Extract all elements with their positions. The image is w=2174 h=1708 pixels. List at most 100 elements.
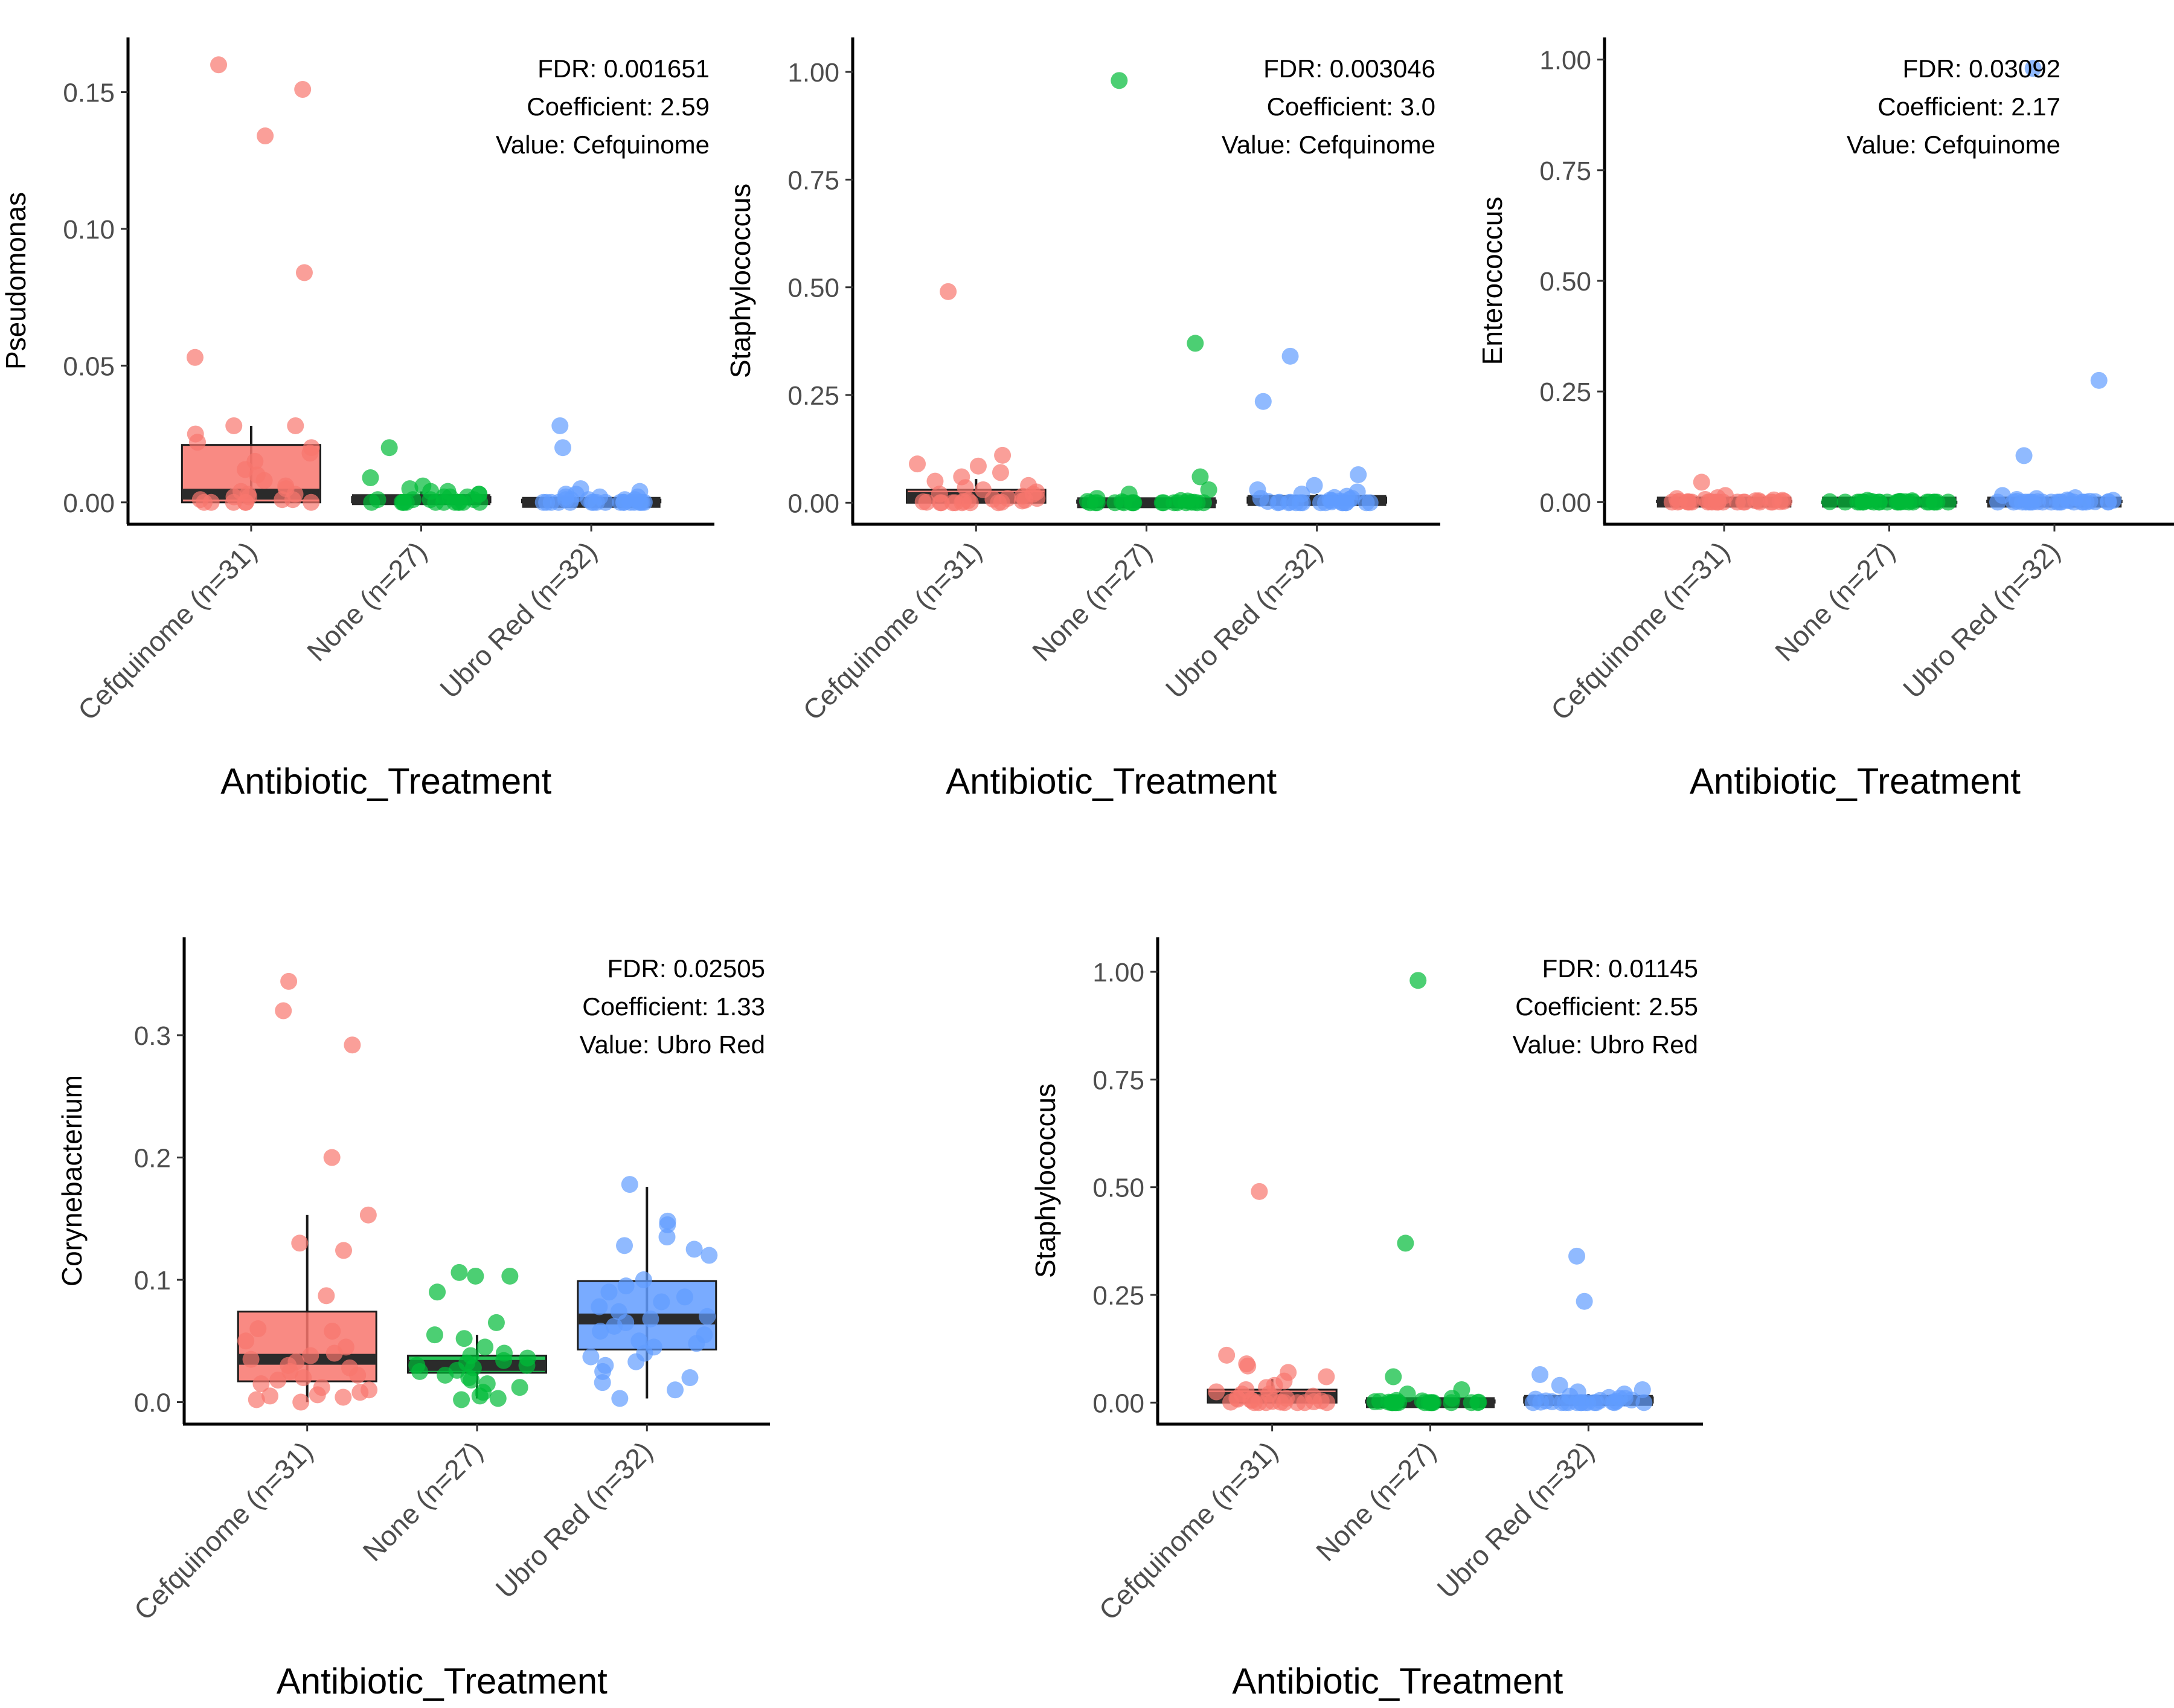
- data-point: [635, 1271, 652, 1289]
- y-tick-label: 1.00: [1092, 958, 1144, 987]
- data-point: [685, 1241, 703, 1258]
- data-point: [562, 493, 579, 511]
- data-point: [2053, 493, 2070, 511]
- data-point: [659, 1216, 676, 1233]
- data-point: [597, 493, 614, 511]
- data-point: [591, 1298, 608, 1315]
- data-point: [1710, 493, 1727, 511]
- data-point: [1276, 1394, 1294, 1411]
- data-point: [667, 1381, 684, 1399]
- annotation-line: Coefficient: 1.33: [582, 992, 765, 1021]
- data-point: [969, 457, 987, 475]
- data-point: [255, 472, 273, 489]
- x-axis-title: Antibiotic_Treatment: [1232, 1661, 1563, 1701]
- data-point: [351, 1384, 369, 1401]
- data-point: [325, 1344, 343, 1362]
- data-point: [335, 1389, 352, 1406]
- data-point: [303, 493, 320, 511]
- data-point: [275, 1002, 292, 1019]
- data-point: [1239, 1357, 1257, 1375]
- data-point: [210, 56, 228, 74]
- y-tick-label: 0.00: [1092, 1389, 1144, 1418]
- annotation-line: Value: Cefquinome: [1222, 130, 1435, 159]
- x-axis-title: Antibiotic_Treatment: [277, 1661, 608, 1701]
- data-point: [188, 434, 206, 451]
- data-point: [1254, 393, 1272, 410]
- data-point: [186, 348, 204, 366]
- annotation-line: Coefficient: 3.0: [1267, 92, 1435, 121]
- data-point: [1337, 494, 1355, 512]
- data-point: [932, 494, 949, 512]
- annotation-line: FDR: 0.02505: [608, 954, 765, 983]
- data-point: [1245, 1394, 1263, 1411]
- data-point: [2024, 60, 2042, 77]
- data-point: [612, 493, 629, 511]
- data-point: [349, 1366, 367, 1384]
- y-axis-title: Enterococcus: [1477, 197, 1508, 365]
- data-point: [1728, 493, 1746, 511]
- data-point: [1195, 494, 1213, 512]
- data-point: [1821, 493, 1838, 510]
- data-point: [284, 491, 301, 509]
- data-point: [1200, 481, 1217, 498]
- data-point: [1606, 1394, 1623, 1411]
- data-point: [1269, 494, 1287, 512]
- data-point: [295, 1369, 312, 1387]
- data-point: [909, 455, 926, 473]
- data-point: [1281, 347, 1299, 365]
- series-none: [1821, 492, 1958, 511]
- series-ubro-red: [1246, 347, 1387, 512]
- data-point: [261, 1387, 279, 1405]
- data-point: [676, 1288, 693, 1306]
- data-point: [429, 1283, 446, 1301]
- data-point: [594, 1374, 611, 1392]
- y-tick-label: 0.25: [1539, 377, 1591, 407]
- series-ubro-red: [1523, 1247, 1654, 1411]
- y-tick-label: 0.75: [787, 165, 839, 195]
- data-point: [1836, 493, 1854, 511]
- annotation-line: Coefficient: 2.55: [1515, 992, 1698, 1021]
- data-point: [1013, 492, 1031, 510]
- data-point: [621, 1176, 638, 1193]
- data-point: [1366, 1393, 1384, 1410]
- data-point: [437, 1366, 454, 1384]
- data-point: [1088, 494, 1106, 512]
- data-point: [467, 1267, 484, 1285]
- data-point: [616, 1237, 633, 1254]
- data-point: [957, 479, 974, 496]
- series-none: [351, 439, 492, 511]
- data-point: [926, 472, 944, 490]
- data-point: [451, 1263, 468, 1281]
- data-point: [335, 1242, 353, 1259]
- data-point: [471, 493, 489, 511]
- data-point: [1586, 1394, 1603, 1411]
- data-point: [583, 493, 601, 511]
- annotation-line: FDR: 0.003046: [1263, 54, 1435, 83]
- data-point: [688, 1335, 705, 1352]
- y-axis-title: Staphylococcus: [1030, 1084, 1061, 1278]
- data-point: [582, 1348, 600, 1366]
- data-point: [947, 494, 964, 512]
- annotation-line: FDR: 0.001651: [537, 54, 710, 83]
- y-tick-label: 0.75: [1539, 156, 1591, 186]
- data-point: [426, 1326, 443, 1344]
- data-point: [242, 1350, 260, 1368]
- data-point: [257, 127, 274, 145]
- series-cefquinome: [237, 972, 378, 1411]
- data-point: [635, 493, 653, 511]
- data-point: [701, 1247, 718, 1264]
- data-point: [1257, 1394, 1275, 1411]
- data-point: [1849, 493, 1867, 511]
- annotation-line: FDR: 0.03092: [1903, 54, 2060, 83]
- data-point: [1294, 494, 1311, 512]
- data-point: [554, 439, 572, 457]
- series-ubro-red: [577, 1176, 718, 1407]
- y-tick-label: 0.50: [787, 274, 839, 303]
- data-point: [435, 493, 452, 511]
- data-point: [518, 1356, 536, 1374]
- data-point: [1251, 1183, 1268, 1200]
- annotation-line: Value: Ubro Red: [1513, 1030, 1698, 1059]
- y-tick-label: 0.1: [134, 1266, 171, 1295]
- data-point: [294, 81, 312, 98]
